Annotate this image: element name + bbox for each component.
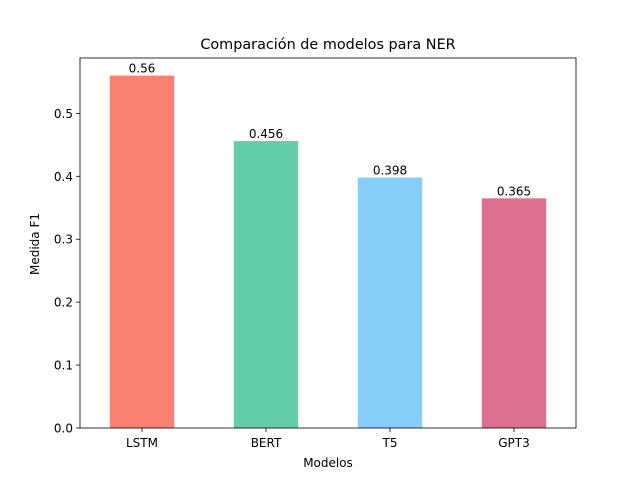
plot-frame xyxy=(79,57,577,429)
value-label-t5: 0.398 xyxy=(373,164,407,178)
y-tick-label: 0.5 xyxy=(54,107,73,121)
y-tick-label: 0.0 xyxy=(54,422,73,436)
value-label-lstm: 0.56 xyxy=(129,62,156,76)
chart-title: Comparación de modelos para NER xyxy=(200,37,455,53)
x-tick-label-bert: BERT xyxy=(251,436,282,450)
bar-gpt3 xyxy=(481,198,547,428)
value-label-gpt3: 0.365 xyxy=(497,184,531,198)
x-tick-label-t5: T5 xyxy=(382,436,398,450)
y-tick-label: 0.4 xyxy=(54,170,73,184)
value-label-bert: 0.456 xyxy=(249,127,283,141)
bar-lstm xyxy=(109,75,175,428)
x-tick-label-gpt3: GPT3 xyxy=(498,436,530,450)
y-tick-label: 0.2 xyxy=(54,296,73,310)
y-axis-label: Medida F1 xyxy=(28,213,42,275)
bar-t5 xyxy=(357,177,423,428)
plot-area: 0.56 LSTM 0.456 BERT 0.398 T5 0.365 GPT3 0.0 0.1 0… xyxy=(54,57,577,450)
y-tick-label: 0.3 xyxy=(54,233,73,247)
x-axis-label: Modelos xyxy=(303,456,353,470)
x-tick-label-lstm: LSTM xyxy=(126,436,158,450)
y-tick-label: 0.1 xyxy=(54,359,73,373)
bar-bert xyxy=(233,141,299,428)
